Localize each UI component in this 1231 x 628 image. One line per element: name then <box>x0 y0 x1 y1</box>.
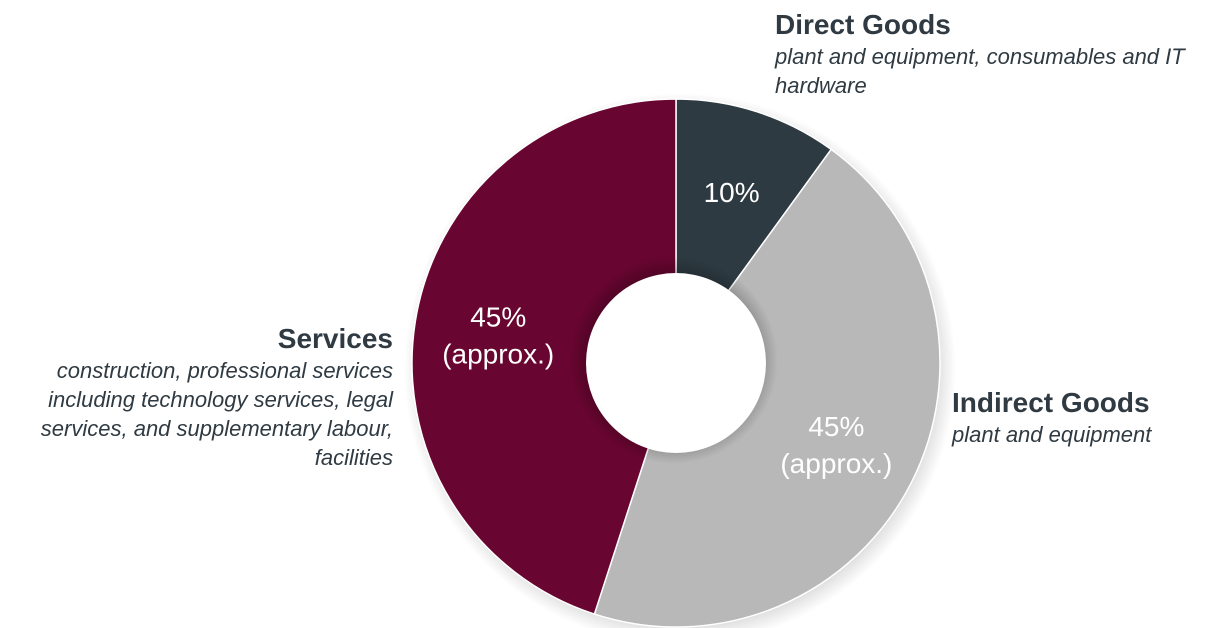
legend-services: Services construction, professional serv… <box>13 322 393 472</box>
legend-direct-goods-description: plant and equipment, consumables and IT … <box>775 44 1185 98</box>
slice-label-direct-goods: 10% <box>704 177 760 208</box>
legend-direct-goods-name: Direct Goods <box>775 9 951 40</box>
legend-services-name: Services <box>277 323 393 354</box>
legend-services-description: construction, professional services incl… <box>40 358 393 470</box>
legend-indirect-goods-name: Indirect Goods <box>952 387 1150 418</box>
legend-direct-goods: Direct Goods plant and equipment, consum… <box>775 8 1215 100</box>
donut-hole <box>586 273 766 453</box>
slice-label-indirect-goods: 45% (approx.) <box>780 411 892 479</box>
legend-indirect-goods-description: plant and equipment <box>952 422 1152 447</box>
slice-label-services: 45% (approx.) <box>442 301 554 369</box>
legend-indirect-goods: Indirect Goods plant and equipment <box>952 386 1151 449</box>
slice-services <box>411 98 677 616</box>
